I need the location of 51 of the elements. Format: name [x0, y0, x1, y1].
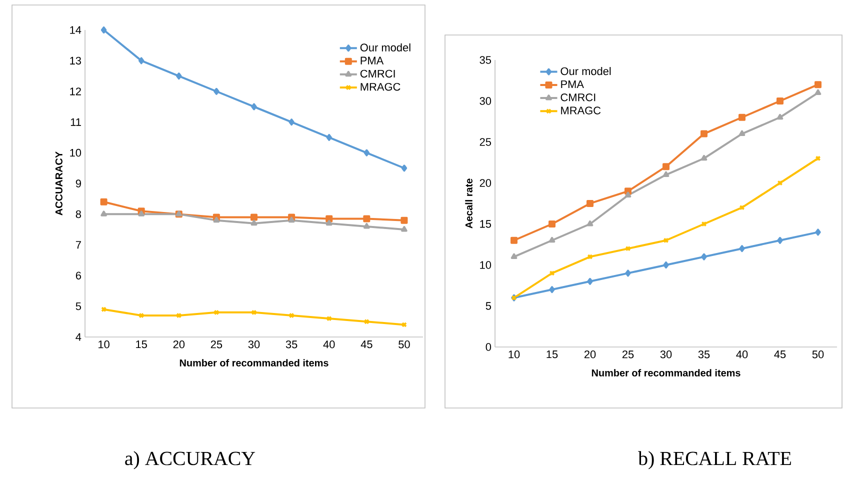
legend-label: Our model: [560, 67, 611, 76]
x-tick-label: 25: [210, 340, 222, 348]
legend-label: PMA: [360, 56, 384, 64]
x-tick-label: 15: [136, 340, 147, 348]
y-tick-label: 35: [480, 56, 492, 64]
x-tick-label: 35: [698, 350, 710, 358]
x-tick-label: 25: [622, 350, 634, 358]
legend-label: Our model: [360, 43, 410, 52]
y-tick-label: 15: [480, 220, 492, 228]
x-axis-title: Number of recommanded items: [592, 369, 740, 376]
x-tick-label: 15: [546, 350, 558, 358]
y-tick-label: 10: [480, 261, 492, 269]
y-tick-label: 12: [70, 88, 81, 96]
x-axis-title: Number of recommanded items: [180, 359, 328, 366]
y-tick-label: 9: [76, 180, 81, 188]
y-tick-label: 6: [76, 272, 82, 280]
x-tick-label: 20: [584, 350, 596, 358]
legend-label: MRAGC: [360, 82, 400, 91]
x-tick-label: 45: [774, 350, 786, 358]
legend-label: MRAGC: [561, 106, 601, 114]
text: a) ACCURACY: [125, 451, 256, 470]
x-tick-label: 30: [660, 350, 672, 358]
x-tick-label: 10: [98, 340, 110, 348]
y-tick-label: 20: [480, 179, 492, 187]
text: b) RECALL RATE: [638, 451, 791, 470]
y-tick-label: 25: [480, 138, 492, 146]
x-tick-label: 45: [360, 340, 372, 348]
x-tick-label: 30: [248, 340, 260, 348]
x-tick-label: 10: [508, 350, 520, 358]
legend-label: CMRCI: [360, 70, 395, 78]
y-tick-label: 0: [486, 343, 492, 351]
x-tick-label: 50: [398, 340, 410, 348]
x-tick-label: 20: [173, 340, 185, 348]
y-axis-title: ACCUARACY: [55, 152, 62, 216]
x-tick-label: 40: [736, 350, 748, 358]
y-tick-label: 4: [76, 333, 82, 341]
y-tick-label: 5: [486, 302, 492, 310]
y-tick-label: 14: [70, 26, 82, 34]
y-tick-label: 30: [480, 97, 492, 105]
y-tick-label: 7: [76, 241, 81, 249]
legend-label: PMA: [561, 80, 584, 88]
y-tick-label: 11: [70, 118, 81, 126]
x-tick-label: 35: [286, 340, 298, 348]
x-tick-label: 40: [323, 340, 335, 348]
x-tick-label: 50: [812, 350, 824, 358]
y-tick-label: 13: [70, 56, 81, 65]
legend-label: CMRCI: [560, 93, 596, 102]
y-tick-label: 5: [76, 302, 82, 310]
y-axis-title: Aecall rate: [465, 178, 472, 228]
y-tick-label: 10: [70, 148, 82, 157]
y-tick-label: 8: [76, 210, 82, 218]
